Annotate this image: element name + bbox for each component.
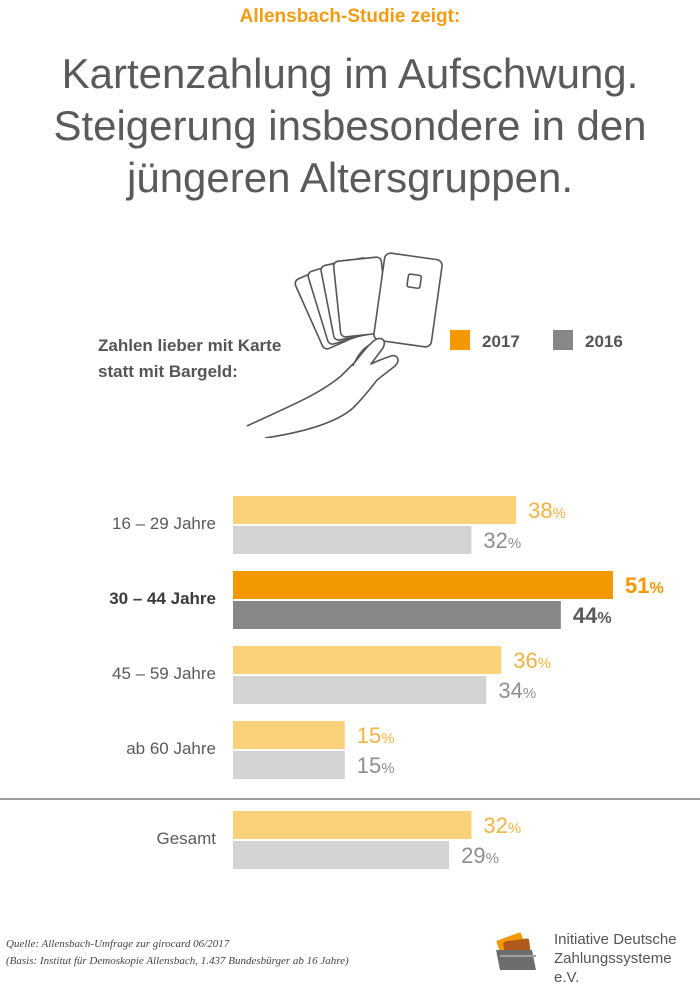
bar-2017	[233, 571, 613, 599]
legend-item-2017: 2017	[450, 330, 520, 352]
value-label-2017: 32%	[483, 813, 521, 838]
value-label-2016: 44%	[573, 603, 612, 628]
source-note: Quelle: Allensbach-Umfrage zur girocard …	[6, 936, 349, 970]
bar-2016	[233, 841, 450, 869]
legend-label-2016: 2016	[585, 332, 623, 351]
headline-line: jüngeren Altersgruppen.	[127, 154, 573, 201]
value-label-2016: 34%	[498, 678, 536, 703]
question-line: statt mit Bargeld:	[98, 362, 238, 381]
bar-2017	[233, 496, 517, 524]
category-label: 45 – 59 Jahre	[112, 664, 216, 683]
question-line: Zahlen lieber mit Karte	[98, 336, 282, 355]
logo-line: Initiative Deutsche	[554, 931, 677, 948]
bar-chart: 16 – 29 Jahre 38% 32% 30 – 44 Jahre 51% 44% 45…	[0, 496, 700, 869]
wallet-cards-icon	[496, 932, 536, 970]
legend-swatch-2016	[553, 330, 573, 350]
value-label-2017: 51%	[625, 573, 664, 598]
hand-with-cards-icon	[246, 252, 443, 438]
bar-2016	[233, 526, 472, 554]
legend-item-2016: 2016	[553, 330, 623, 352]
value-label-2016: 29%	[461, 843, 499, 868]
category-label: 16 – 29 Jahre	[112, 514, 216, 533]
legend-swatch-2017	[450, 330, 470, 350]
bar-2017	[233, 721, 345, 749]
value-label-2016: 15%	[357, 753, 395, 778]
logo-text: Initiative Deutsche Zahlungssysteme e.V.	[554, 930, 692, 987]
source-line: Quelle: Allensbach-Umfrage zur girocard …	[6, 938, 230, 950]
kicker-title: Allensbach-Studie zeigt:	[239, 6, 461, 27]
bar-2017	[233, 811, 472, 839]
bar-2016	[233, 676, 487, 704]
bar-2016	[233, 601, 561, 629]
category-label: 30 – 44 Jahre	[109, 589, 216, 608]
organization-logo: Initiative Deutsche Zahlungssysteme e.V.	[492, 926, 692, 986]
value-label-2016: 32%	[483, 528, 521, 553]
bar-2017	[233, 646, 502, 674]
bar-2016	[233, 751, 345, 779]
chart-question: Zahlen lieber mit Karte statt mit Bargel…	[98, 333, 281, 385]
value-label-2017: 38%	[528, 498, 566, 523]
headline-line: Kartenzahlung im Aufschwung.	[61, 50, 639, 97]
value-label-2017: 15%	[357, 723, 395, 748]
category-label: Gesamt	[156, 829, 216, 848]
source-line: (Basis: Institut für Demoskopie Allensba…	[6, 955, 349, 967]
legend-label-2017: 2017	[482, 332, 520, 351]
value-label-2017: 36%	[513, 648, 551, 673]
headline-line: Steigerung insbesondere in den	[53, 102, 647, 149]
category-label: ab 60 Jahre	[126, 739, 216, 758]
logo-line: Zahlungssysteme e.V.	[554, 950, 672, 986]
headline: Kartenzahlung im Aufschwung. Steigerung …	[0, 48, 700, 204]
